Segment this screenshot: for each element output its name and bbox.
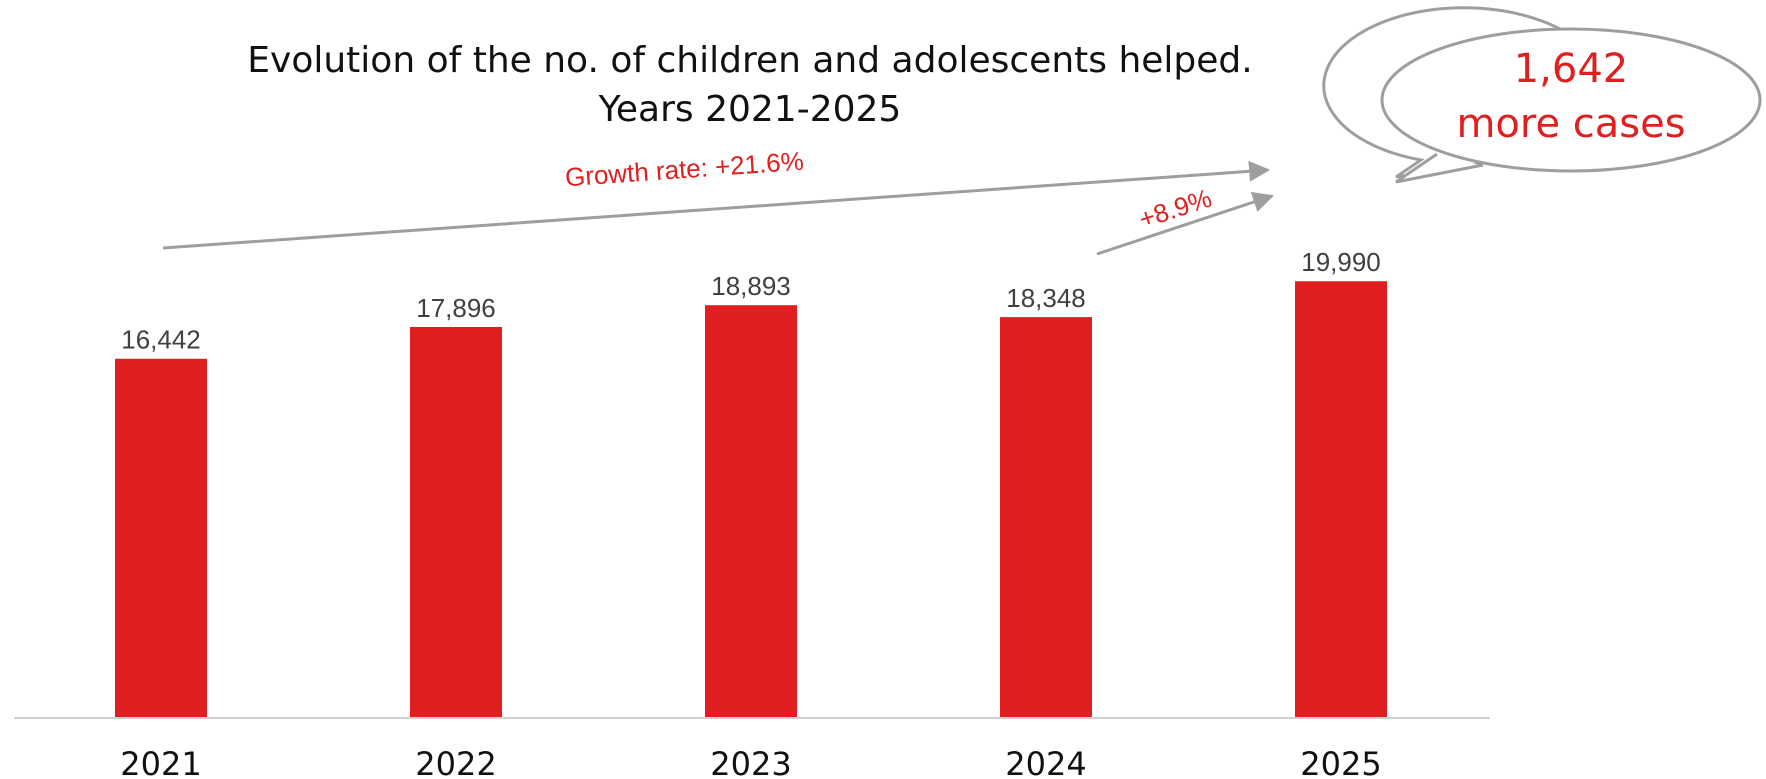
bars-group: [115, 281, 1387, 718]
value-label-2022: 17,896: [416, 293, 496, 323]
bar-2022: [410, 326, 502, 718]
growth-arrow-last: [1096, 191, 1274, 256]
chart-title: Evolution of the no. of children and ado…: [247, 40, 1252, 81]
callout-bubble-tail-outline: [1395, 152, 1484, 184]
callout-bubble-body: [1380, 27, 1762, 173]
value-labels-group: 16,442 17,896 18,893 18,348 19,990: [121, 247, 1381, 355]
bar-2024: [1000, 317, 1092, 718]
value-label-2023: 18,893: [711, 271, 791, 301]
x-tick-label-2021: 2021: [120, 745, 201, 779]
x-tick-label-2024: 2024: [1005, 745, 1086, 779]
growth-arrow-total: [162, 160, 1271, 250]
callout-text: more cases: [1456, 101, 1685, 147]
bar-2025: [1295, 281, 1387, 718]
value-label-2024: 18,348: [1006, 283, 1086, 313]
x-tick-label-2023: 2023: [710, 745, 791, 779]
x-tick-label-2025: 2025: [1300, 745, 1381, 779]
bar-2021: [115, 358, 207, 718]
chart-subtitle: Years 2021-2025: [598, 89, 902, 130]
x-tick-label-2022: 2022: [415, 745, 496, 779]
value-label-2025: 19,990: [1301, 247, 1381, 277]
tick-labels-group: 2021 2022 2023 2024 2025: [120, 745, 1381, 779]
growth-rate-last-label: +8.9%: [1135, 183, 1215, 235]
callout-number: 1,642: [1514, 46, 1629, 92]
bar-2023: [705, 305, 797, 718]
growth-rate-total-label: Growth rate: +21.6%: [564, 146, 805, 193]
callout-bubble-tail: [1396, 153, 1483, 182]
value-label-2021: 16,442: [121, 325, 201, 355]
